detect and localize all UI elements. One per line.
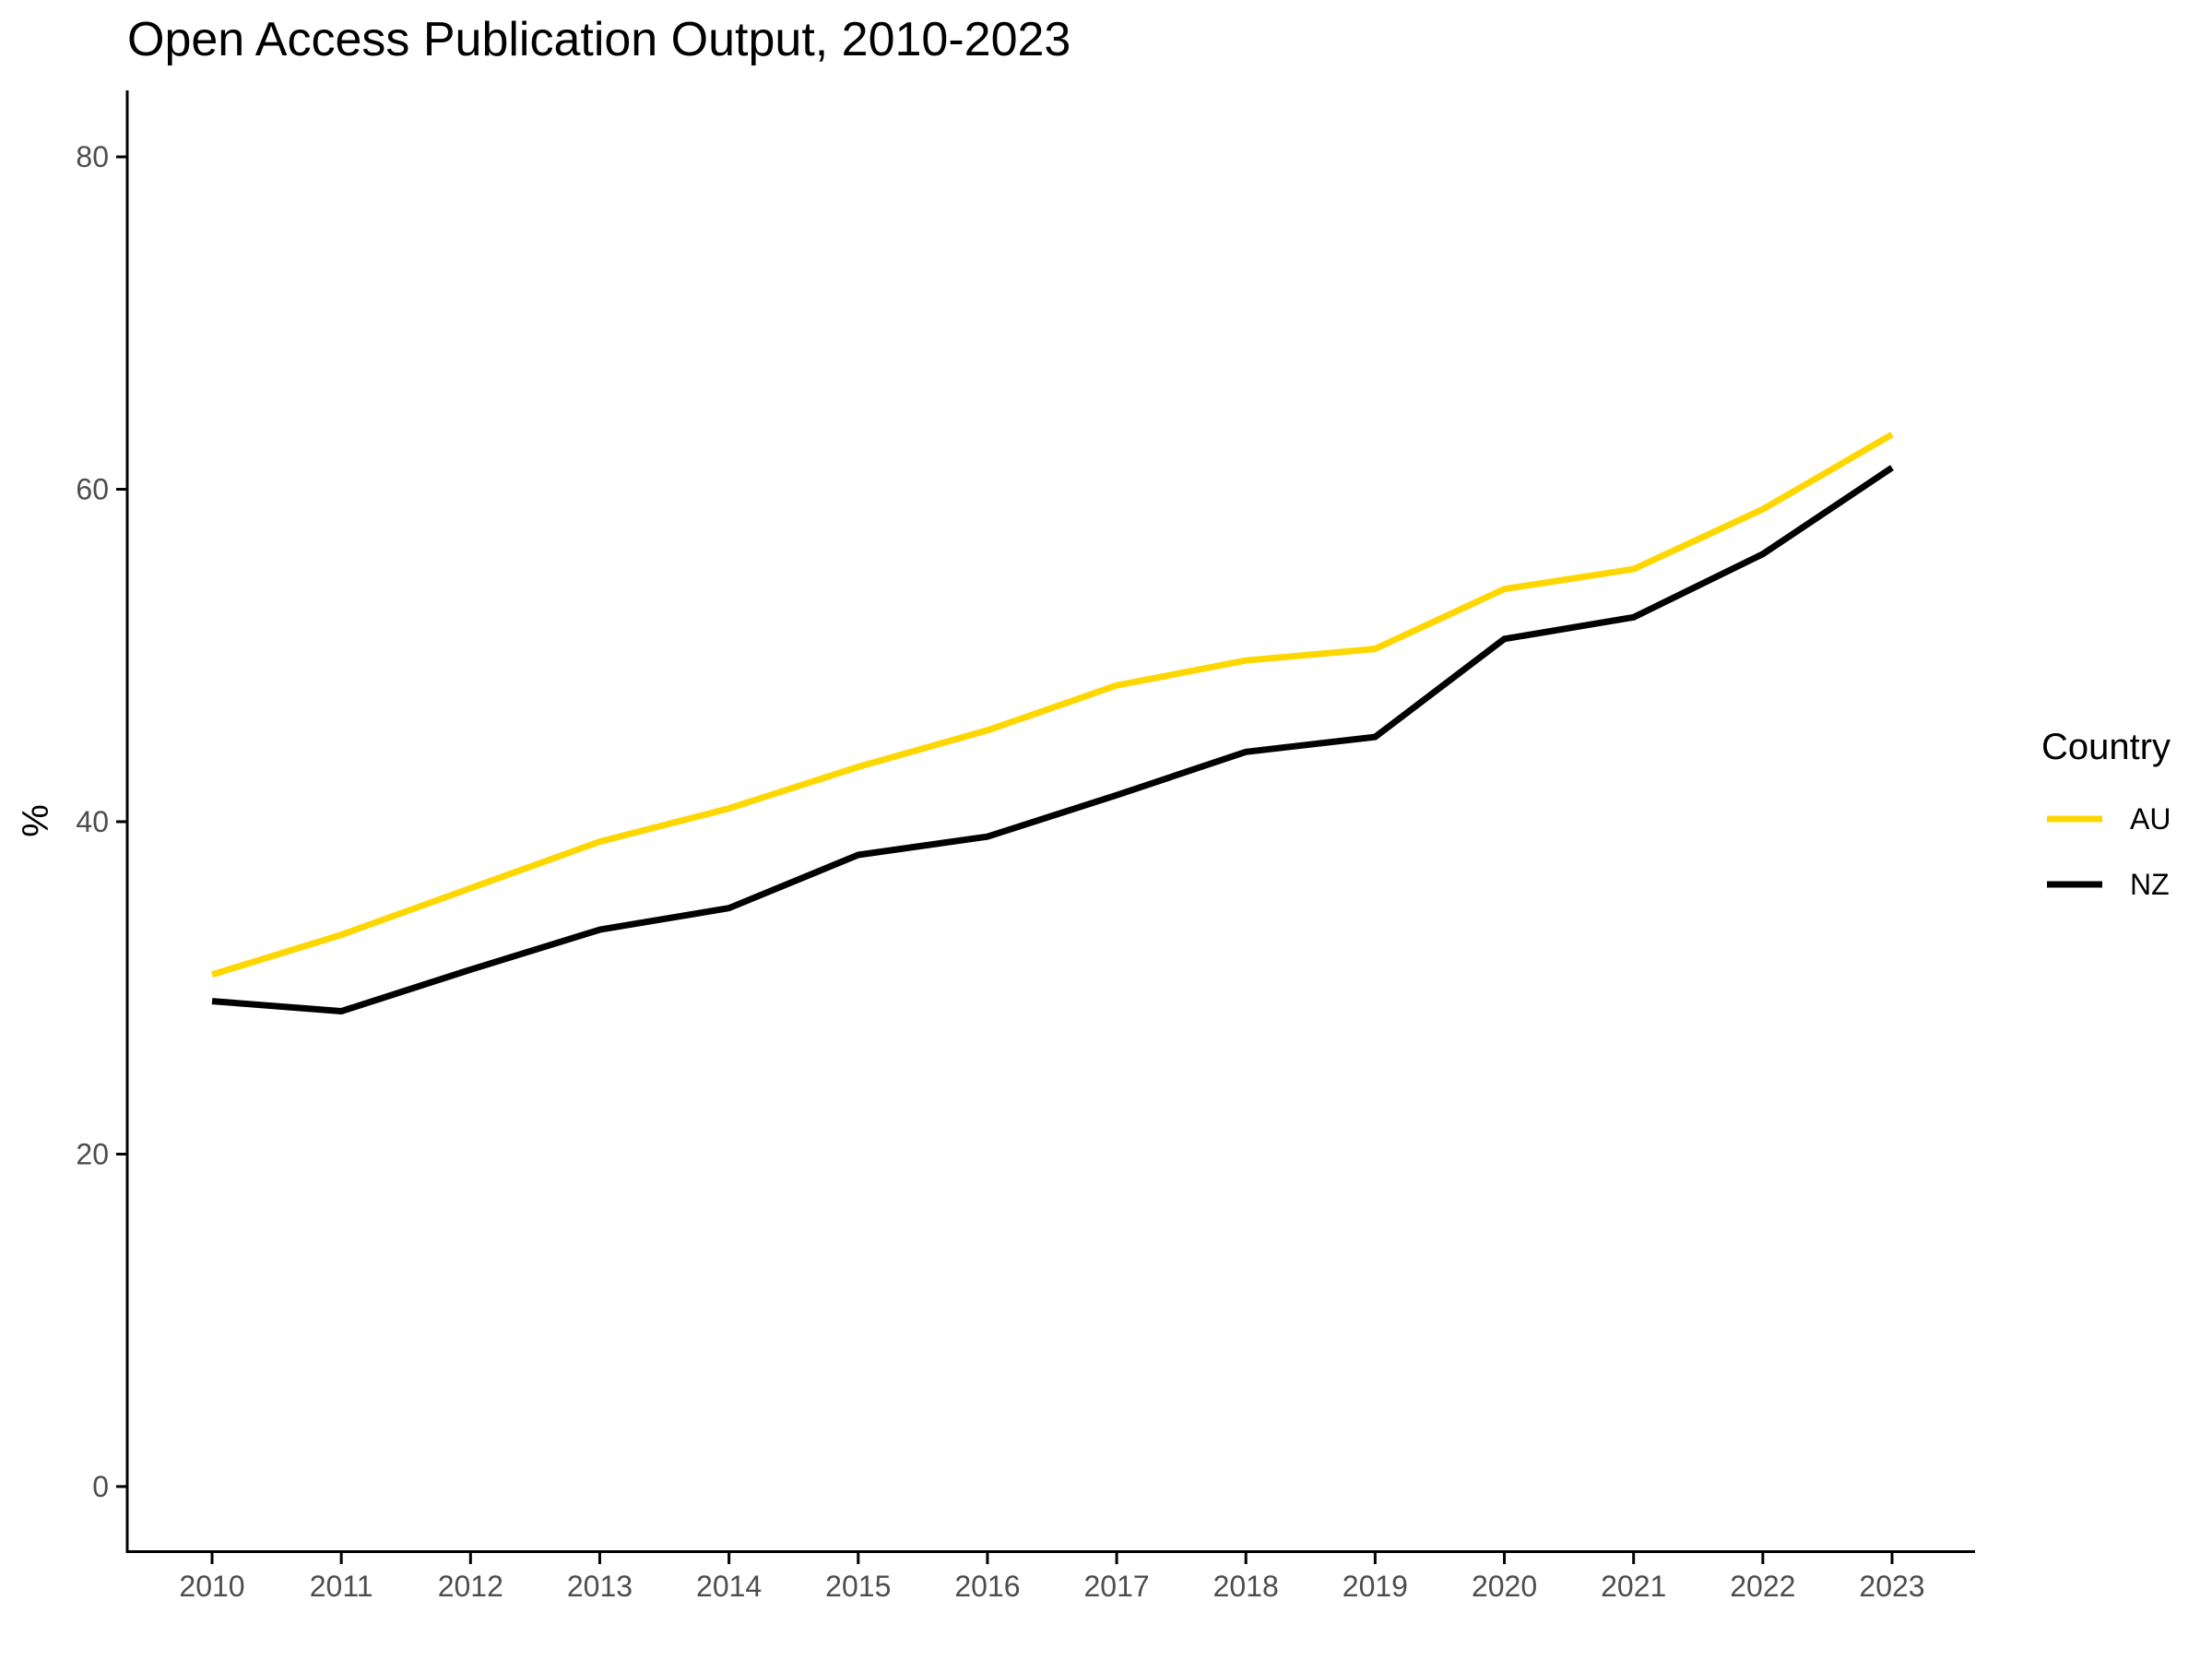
x-tick-label: 2019 [1343, 1570, 1408, 1603]
series-layer [210, 432, 1894, 1014]
legend-title: Country [2041, 727, 2171, 767]
x-tick-label: 2017 [1083, 1570, 1149, 1603]
x-tick-label: 2022 [1730, 1570, 1795, 1603]
chart-title: Open Access Publication Output, 2010-202… [127, 13, 1071, 66]
series-line-au [210, 432, 1894, 978]
x-tick-label: 2010 [179, 1570, 244, 1603]
x-tick-label: 2020 [1472, 1570, 1537, 1603]
x-tick-label: 2021 [1601, 1570, 1666, 1603]
series-line-nz [211, 465, 1894, 1014]
y-tick-label: 80 [76, 140, 109, 173]
y-axis-ticks: 0 20 40 60 80 [76, 140, 127, 1503]
x-tick-label: 2018 [1213, 1570, 1279, 1603]
x-tick-label: 2011 [310, 1570, 373, 1603]
legend: Country AU NZ [2041, 727, 2171, 901]
x-axis-ticks: 2010 2011 2012 2013 2014 2015 2016 2017 2018 2019… [179, 1553, 1925, 1603]
x-tick-label: 2013 [567, 1570, 633, 1603]
x-tick-label: 2015 [825, 1570, 891, 1603]
y-tick-label: 0 [92, 1470, 109, 1503]
x-tick-label: 2016 [954, 1570, 1020, 1603]
y-axis-label: % [16, 804, 56, 837]
legend-label-nz: NZ [2130, 868, 2170, 901]
legend-label-au: AU [2130, 802, 2171, 836]
x-tick-label: 2014 [696, 1570, 762, 1603]
y-tick-label: 60 [76, 473, 109, 506]
y-tick-label: 20 [76, 1137, 109, 1170]
x-tick-label: 2023 [1859, 1570, 1924, 1603]
x-tick-label: 2012 [438, 1570, 503, 1603]
y-tick-label: 40 [76, 805, 109, 838]
